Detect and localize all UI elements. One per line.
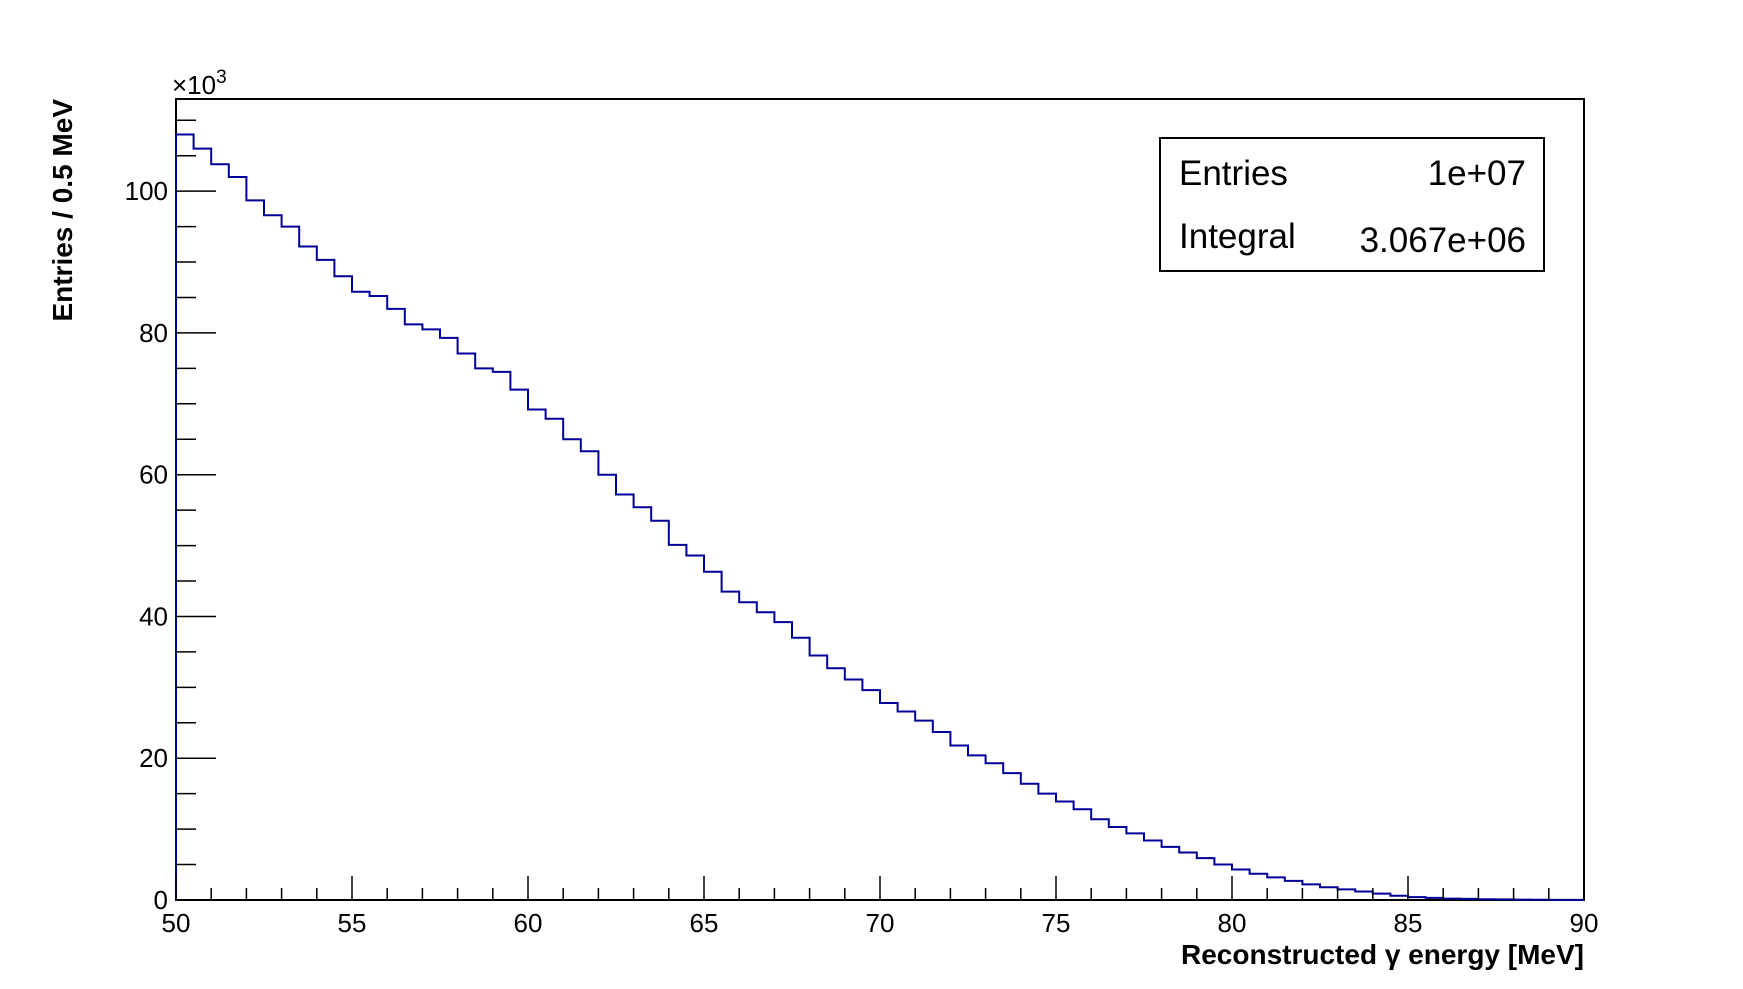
- x-tick-label: 70: [866, 908, 895, 938]
- x-axis-title: Reconstructed γ energy [MeV]: [1181, 939, 1584, 970]
- y-tick-label: 0: [154, 885, 168, 915]
- stats-integral-value: 3.067e+06: [1360, 221, 1526, 260]
- x-axis-ticks: 50 55 60 65 70 75 80 85 90: [162, 876, 1599, 938]
- x-tick-label: 50: [162, 908, 191, 938]
- x-tick-label: 65: [690, 908, 719, 938]
- y-axis-title: Entries / 0.5 MeV: [47, 99, 78, 322]
- y-tick-label: 20: [139, 743, 168, 773]
- y-tick-label: 100: [125, 176, 168, 206]
- stats-box: Entries 1e+07 Integral 3.067e+06: [1159, 137, 1545, 272]
- histogram-line: [175, 133, 1584, 901]
- x-tick-label: 90: [1570, 908, 1599, 938]
- x-tick-label: 85: [1394, 908, 1423, 938]
- stats-entries-value: 1e+07: [1428, 154, 1526, 193]
- y-tick-label: 40: [139, 601, 168, 631]
- y-multiplier-label: ×103: [172, 67, 227, 100]
- x-tick-label: 60: [514, 908, 543, 938]
- stats-entries-label: Entries: [1179, 154, 1288, 193]
- x-tick-label: 55: [338, 908, 367, 938]
- y-tick-label: 60: [139, 460, 168, 490]
- y-axis-ticks: 0 20 40 60 80 100: [125, 119, 216, 915]
- stats-box-frame: [1159, 137, 1545, 272]
- y-tick-label: 80: [139, 318, 168, 348]
- stats-integral-label: Integral: [1179, 217, 1296, 256]
- x-tick-label: 75: [1042, 908, 1071, 938]
- x-tick-label: 80: [1218, 908, 1247, 938]
- y-multiplier-exponent: 3: [216, 67, 227, 88]
